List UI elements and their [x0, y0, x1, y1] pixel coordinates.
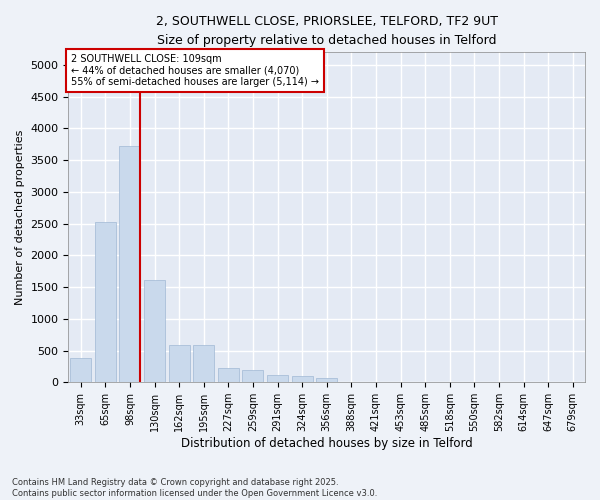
- Bar: [193, 345, 214, 382]
- Bar: [242, 370, 263, 382]
- Bar: [70, 358, 91, 382]
- Bar: [119, 146, 140, 382]
- Bar: [95, 222, 116, 382]
- Bar: [316, 378, 337, 382]
- Text: 2 SOUTHWELL CLOSE: 109sqm
← 44% of detached houses are smaller (4,070)
55% of se: 2 SOUTHWELL CLOSE: 109sqm ← 44% of detac…: [71, 54, 319, 87]
- Title: 2, SOUTHWELL CLOSE, PRIORSLEE, TELFORD, TF2 9UT
Size of property relative to det: 2, SOUTHWELL CLOSE, PRIORSLEE, TELFORD, …: [156, 15, 498, 47]
- Bar: [169, 345, 190, 382]
- Text: Contains HM Land Registry data © Crown copyright and database right 2025.
Contai: Contains HM Land Registry data © Crown c…: [12, 478, 377, 498]
- Bar: [292, 376, 313, 382]
- X-axis label: Distribution of detached houses by size in Telford: Distribution of detached houses by size …: [181, 437, 473, 450]
- Y-axis label: Number of detached properties: Number of detached properties: [15, 130, 25, 305]
- Bar: [144, 280, 165, 382]
- Bar: [218, 368, 239, 382]
- Bar: [267, 375, 288, 382]
